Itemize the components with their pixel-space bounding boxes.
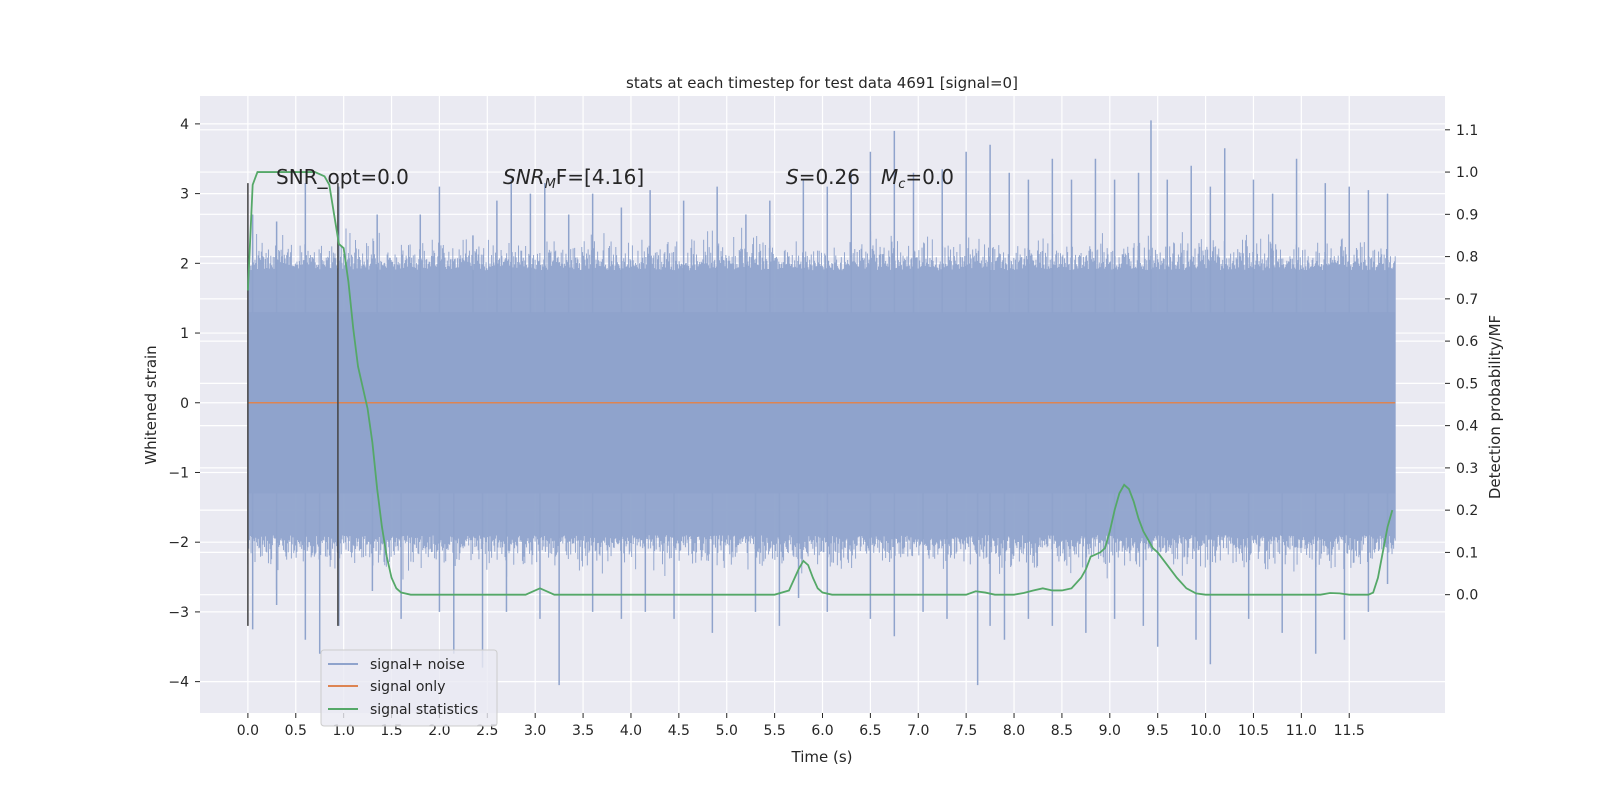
left-tick-label: 3 [180,187,189,203]
x-tick-label: 4.0 [620,723,642,739]
x-tick-label: 4.5 [668,723,690,739]
annotation-snr-opt: SNR_opt=0.0 [276,165,409,189]
x-tick-label: 10.5 [1238,723,1269,739]
annotation-snr-mf: SNRMF=[4.16] [503,165,644,192]
x-tick-label: 9.0 [1099,723,1121,739]
left-tick-label: 0 [180,396,189,412]
snr-mf-sub: M [545,177,556,192]
left-axis-label: Whitened strain [142,345,160,464]
statistics-line [246,171,1394,596]
x-tick-label: 3.5 [572,723,594,739]
legend: signal+ noise signal only signal statist… [320,649,498,727]
left-tick-label: 1 [180,326,189,342]
x-tick-label: 0.0 [237,723,259,739]
legend-label-statistics: signal statistics [370,702,478,718]
right-tick-label: 0.2 [1456,503,1478,519]
snr-mf-tail: F=[4.16] [556,165,644,189]
chart-title: stats at each timestep for test data 469… [626,74,1018,92]
left-tick-label: −4 [168,675,189,691]
x-tick-label: 11.5 [1334,723,1365,739]
x-tick-label: 7.5 [955,723,977,739]
right-axis-label: Detection probability/MF [1486,315,1504,499]
right-tick-label: 0.4 [1456,419,1478,435]
x-tick-label: 0.5 [285,723,307,739]
right-tick-label: 0.9 [1456,207,1478,223]
mc-main: M [881,165,898,189]
x-tick-label: 10.0 [1190,723,1221,739]
s-tail: =0.26 [799,165,860,189]
left-tick-label: 4 [180,117,189,133]
legend-label-noise: signal+ noise [370,657,465,673]
s-main: S [786,165,799,189]
x-tick-label: 2.0 [428,723,450,739]
signal-statistics-series [246,171,1394,596]
left-tick-label: −2 [168,535,189,551]
x-tick-label: 1.5 [380,723,402,739]
right-tick-label: 0.6 [1456,334,1478,350]
x-axis-label: Time (s) [791,748,853,766]
snr-mf-main: SNR [503,165,545,189]
right-tick-label: 0.8 [1456,250,1478,266]
legend-box [320,649,498,727]
mc-sub: c [898,177,905,192]
right-tick-label: 0.1 [1456,545,1478,561]
right-tick-label: 0.0 [1456,588,1478,604]
right-tick-label: 0.3 [1456,461,1478,477]
right-tick-label: 1.0 [1456,165,1478,181]
annotation-s: S=0.26 [786,165,860,189]
x-tick-label: 8.0 [1003,723,1025,739]
left-tick-label: −3 [168,605,189,621]
x-tick-label: 5.0 [716,723,738,739]
vertical-markers [247,183,339,626]
x-tick-label: 5.5 [763,723,785,739]
x-tick-label: 2.5 [476,723,498,739]
x-tick-label: 7.0 [907,723,929,739]
left-tick-label: −1 [168,465,189,481]
right-tick-label: 1.1 [1456,123,1478,139]
x-tick-label: 1.0 [333,723,355,739]
x-tick-label: 6.0 [811,723,833,739]
right-tick-label: 0.5 [1456,376,1478,392]
left-axis-ticks: −4 −3 −2 −1 0 1 2 3 4 [168,117,200,691]
left-tick-label: 2 [180,256,189,272]
x-tick-label: 8.5 [1051,723,1073,739]
x-tick-label: 3.0 [524,723,546,739]
annotation-mc: Mc=0.0 [881,165,954,192]
legend-label-signal-only: signal only [370,679,445,695]
x-tick-label: 11.0 [1286,723,1317,739]
right-axis-ticks: 0.0 0.1 0.2 0.3 0.4 0.5 0.6 0.7 0.8 0.9 1.0 1.1 [1445,123,1478,604]
right-tick-label: 0.7 [1456,292,1478,308]
x-tick-label: 9.5 [1147,723,1169,739]
mc-tail: =0.0 [905,165,954,189]
x-axis-ticks: 0.0 0.5 1.0 1.5 2.0 2.5 3.0 3.5 4.0 4.5 5.0 5.5 6.0 6… [237,713,1365,739]
x-tick-label: 6.5 [859,723,881,739]
